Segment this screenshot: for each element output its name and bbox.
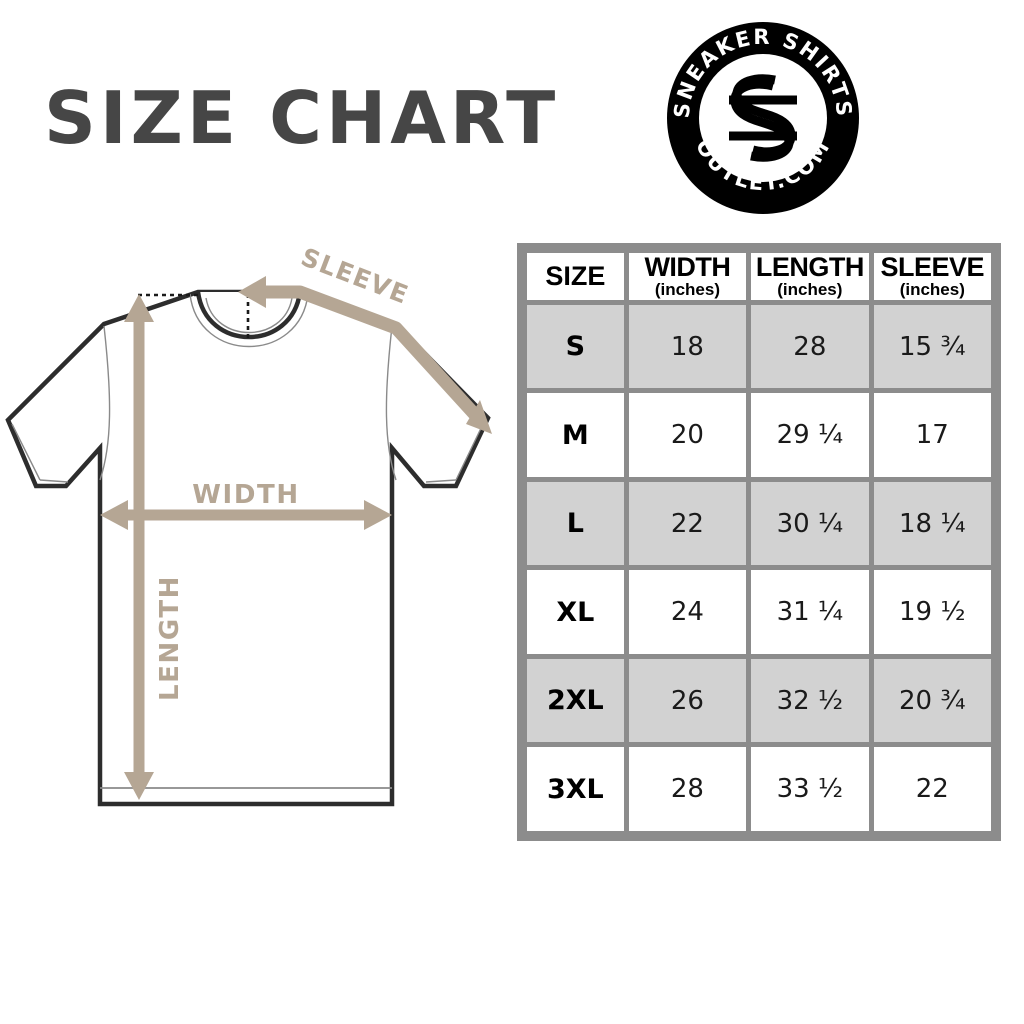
header-width-units: (inches) [654, 280, 721, 300]
width-measure-arrow [100, 500, 392, 530]
cell-size: 2XL [527, 658, 624, 743]
cell-size: XL [527, 570, 624, 654]
cell-sleeve: 19 ½ [873, 570, 991, 654]
tshirt-outline [5, 289, 491, 807]
table-row: XL 24 31 ¼ 19 ½ [527, 570, 991, 654]
cell-size: L [527, 481, 624, 566]
cell-width: 24 [628, 570, 747, 654]
cell-sleeve: 15 ¾ [873, 304, 991, 389]
table-row: L 22 30 ¼ 18 ¼ [527, 481, 991, 566]
tshirt-body-path [5, 289, 491, 807]
table-row: 2XL 26 32 ½ 20 ¾ [527, 658, 991, 743]
cell-width: 28 [628, 747, 747, 831]
cell-length: 28 [751, 304, 869, 389]
logo-svg: SNEAKER SHIRTS OUTLET.COM SS [667, 22, 859, 214]
table-header-row: SIZE WIDTH (inches) LENGTH (inches) SLEE… [527, 253, 991, 300]
sneaker-shirts-outlet-logo: SNEAKER SHIRTS OUTLET.COM SS [663, 18, 863, 218]
size-table-head: SIZE WIDTH (inches) LENGTH (inches) SLEE… [527, 253, 991, 300]
length-label: LENGTH [155, 575, 185, 701]
width-label: WIDTH [192, 480, 299, 510]
header-width: WIDTH [644, 252, 731, 282]
table-row: 3XL 28 33 ½ 22 [527, 747, 991, 831]
cell-length: 29 ¼ [751, 393, 869, 477]
header-sleeve-units: (inches) [899, 280, 965, 300]
tshirt-collar-rib-outer [189, 293, 309, 348]
cell-sleeve: 22 [873, 747, 991, 831]
logo-inner-ring [695, 50, 831, 186]
tshirt-left-armhole-seam [99, 325, 111, 481]
size-table-body: S 18 28 15 ¾ M 20 29 ¼ 17 L 22 30 ¼ 18 ¼ XL 24 31 ¼ 19 … [527, 304, 991, 831]
size-table: SIZE WIDTH (inches) LENGTH (inches) SLEE… [522, 248, 996, 836]
tshirt-right-sleeve-hem [455, 421, 485, 481]
tshirt-svg: SLEEVE WIDTH LENGTH [5, 242, 492, 807]
table-row: M 20 29 ¼ 17 [527, 393, 991, 477]
header-length: LENGTH [755, 252, 865, 282]
length-measure-arrow [124, 294, 154, 800]
cell-width: 20 [628, 393, 747, 477]
cell-size: S [527, 304, 624, 389]
cell-size: M [527, 393, 624, 477]
size-table-container: SIZE WIDTH (inches) LENGTH (inches) SLEE… [517, 243, 1001, 841]
header-size: SIZE [545, 260, 606, 291]
tshirt-collar-rib-inner [205, 297, 293, 333]
cell-size: 3XL [527, 747, 624, 831]
cell-length: 31 ¼ [751, 570, 869, 654]
tshirt-measurement-diagram: SLEEVE WIDTH LENGTH [0, 242, 500, 852]
cell-width: 22 [628, 481, 747, 566]
cell-sleeve: 18 ¼ [873, 481, 991, 566]
cell-length: 33 ½ [751, 747, 869, 831]
cell-length: 32 ½ [751, 658, 869, 743]
cell-sleeve: 20 ¾ [873, 658, 991, 743]
tshirt-left-sleeve-hem-edge [39, 479, 69, 483]
logo-monogram [729, 74, 797, 162]
cell-sleeve: 17 [873, 393, 991, 477]
page-title: SIZE CHART [44, 76, 560, 160]
tshirt-left-sleeve-hem [11, 423, 41, 481]
header-length-units: (inches) [777, 280, 843, 300]
table-row: S 18 28 15 ¾ [527, 304, 991, 389]
header-sleeve: SLEEVE [880, 252, 985, 282]
tshirt-right-armhole-seam [385, 325, 397, 481]
sleeve-measure-arrow [238, 276, 492, 434]
cell-width: 26 [628, 658, 747, 743]
cell-length: 30 ¼ [751, 481, 869, 566]
cell-width: 18 [628, 304, 747, 389]
tshirt-right-sleeve-hem-edge [425, 479, 457, 483]
